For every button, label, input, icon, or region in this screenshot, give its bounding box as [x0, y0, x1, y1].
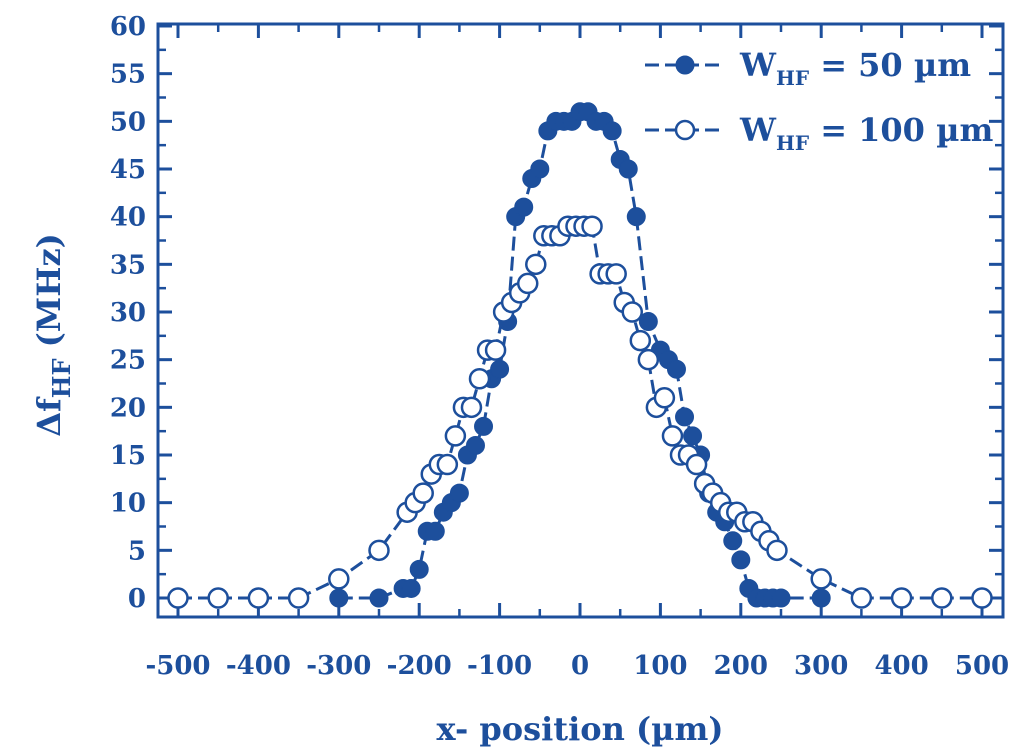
point-w100	[637, 348, 660, 371]
point-w50	[425, 521, 445, 541]
point-w100	[685, 453, 708, 476]
point-w50	[369, 588, 389, 608]
y-tick-label: 10	[110, 489, 146, 519]
x-tick-label: -300	[306, 651, 371, 681]
y-tick-label: 45	[110, 155, 146, 185]
point-w50	[618, 159, 638, 179]
x-tick-label: -500	[145, 651, 210, 681]
point-w50	[683, 426, 703, 446]
point-w100	[850, 587, 873, 609]
point-w100	[931, 587, 953, 609]
y-tick-label: 5	[128, 536, 146, 566]
point-w50	[465, 435, 485, 455]
x-tick-label: -200	[387, 651, 452, 681]
x-tick-label: 400	[874, 651, 928, 681]
x-tick-label: 300	[794, 651, 848, 681]
point-w100	[444, 425, 467, 447]
x-tick-label: -100	[467, 651, 532, 681]
point-w50	[675, 407, 695, 427]
point-w100	[971, 587, 993, 609]
x-axis-title: x- position (µm)	[436, 710, 723, 748]
point-w50	[602, 121, 622, 141]
point-w100	[766, 539, 788, 562]
point-w50	[514, 197, 534, 217]
point-w100	[516, 272, 539, 295]
point-w100	[167, 587, 189, 609]
y-axis-title: ΔfHF (MHz)	[30, 233, 76, 437]
point-w50	[530, 159, 550, 179]
point-w100	[890, 587, 913, 609]
y-tick-label: 35	[110, 250, 146, 280]
legend: WHF = 50 µm WHF = 100 µm	[645, 46, 994, 155]
point-w100	[207, 587, 229, 609]
series-w100	[167, 215, 993, 609]
point-w100	[436, 453, 459, 476]
x-tick-label: 500	[955, 651, 1009, 681]
point-w50	[626, 207, 646, 227]
legend-item-w50: WHF = 50 µm	[645, 46, 971, 90]
point-w50	[401, 578, 421, 598]
point-w100	[247, 587, 270, 609]
x-tick-label: -400	[226, 651, 291, 681]
point-w50	[490, 359, 510, 379]
y-tick-label: 0	[128, 584, 146, 614]
point-w100	[621, 301, 644, 323]
point-w100	[368, 539, 390, 562]
point-w100	[629, 329, 652, 352]
x-tick-label: 100	[633, 651, 687, 681]
point-w100	[460, 396, 483, 419]
y-axis-ticks: 0 5 10 15 20 25 30 35 40 45 50 55 60	[110, 12, 1003, 614]
point-w100	[484, 339, 507, 361]
point-w50	[731, 550, 751, 570]
y-axis-title-unit: (MHz)	[30, 233, 68, 358]
point-w100	[468, 367, 491, 390]
y-tick-label: 50	[110, 107, 146, 137]
legend-label: WHF = 50 µm	[739, 46, 971, 90]
legend-label: WHF = 100 µm	[739, 111, 994, 155]
point-w100	[525, 253, 547, 276]
point-w100	[412, 482, 434, 504]
x-tick-label: 200	[714, 651, 768, 681]
y-tick-label: 40	[110, 203, 146, 233]
legend-item-w100: WHF = 100 µm	[645, 111, 994, 155]
x-axis-ticks: -500 -400 -300 -200 -100 0 100 200 300 400 500	[145, 24, 1009, 681]
point-w50	[811, 588, 831, 608]
point-w50	[723, 531, 743, 551]
y-tick-label: 15	[110, 441, 146, 471]
x-tick-label: 0	[571, 651, 589, 681]
y-tick-label: 30	[110, 298, 146, 328]
y-tick-label: 55	[110, 60, 146, 90]
point-w50	[666, 359, 686, 379]
point-w100	[653, 387, 676, 409]
y-tick-label: 60	[110, 12, 146, 42]
point-w50	[638, 312, 658, 332]
legend-marker	[674, 119, 696, 141]
point-w100	[661, 425, 684, 447]
point-w50	[329, 588, 349, 608]
point-w100	[810, 568, 832, 590]
y-tick-label: 25	[110, 346, 146, 376]
point-w100	[581, 215, 603, 237]
y-axis-title-sub: HF	[47, 358, 76, 398]
point-w50	[409, 559, 429, 579]
point-w50	[474, 416, 494, 436]
point-w50	[449, 483, 469, 503]
point-w100	[328, 568, 350, 590]
y-tick-label: 20	[110, 393, 146, 423]
point-w50	[771, 588, 791, 608]
series-line-w100	[178, 224, 982, 600]
point-w100	[605, 263, 627, 285]
y-axis-title-main: Δf	[30, 396, 68, 437]
point-w100	[287, 587, 310, 609]
legend-marker	[675, 55, 695, 75]
series-layer	[167, 102, 993, 609]
